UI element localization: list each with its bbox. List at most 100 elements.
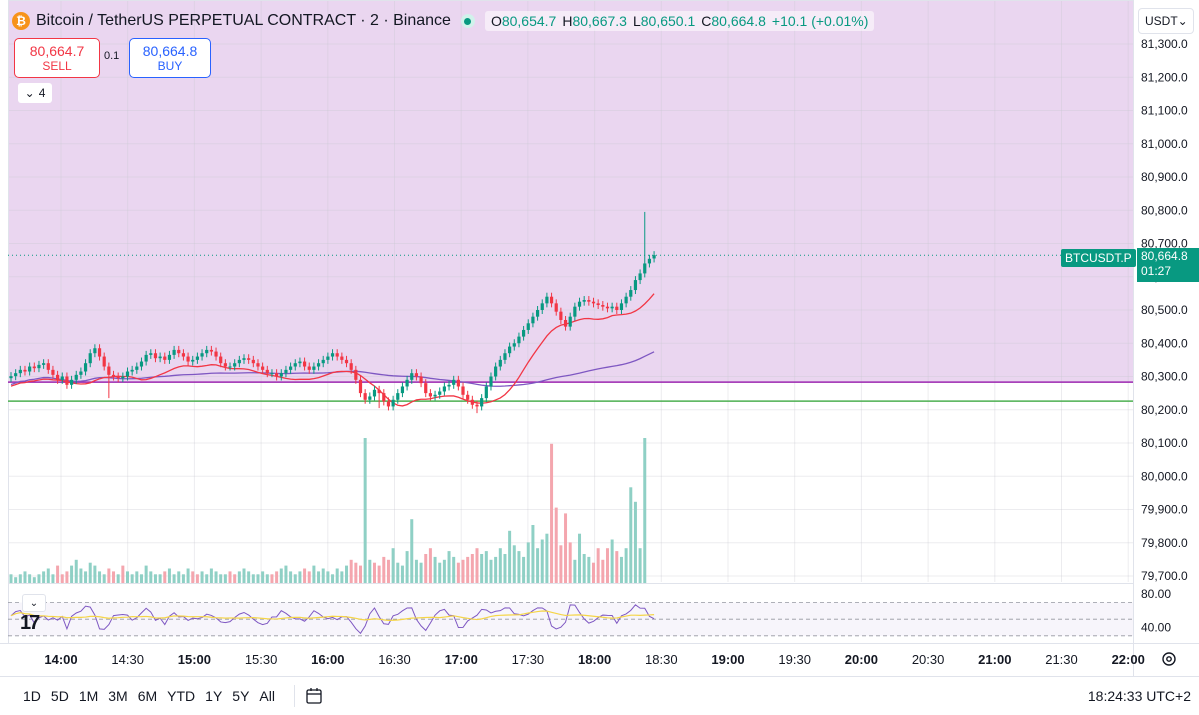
last-price-tag: 80,664.8 01:27 xyxy=(1137,248,1199,282)
symbol-title[interactable]: Bitcoin / TetherUS PERPETUAL CONTRACT · … xyxy=(36,12,451,29)
candle-body xyxy=(568,316,572,327)
volume-bar xyxy=(223,574,227,583)
volume-bar xyxy=(531,525,535,583)
open-label: O xyxy=(490,13,502,29)
volume-bar xyxy=(18,574,22,583)
volume-bar xyxy=(526,542,530,583)
candle-body xyxy=(51,369,55,375)
candle-body xyxy=(237,359,241,364)
candle-body xyxy=(316,363,321,367)
volume-bar xyxy=(596,548,600,583)
close-value: 80,664.8 xyxy=(711,13,766,29)
range-1y[interactable]: 1Y xyxy=(205,687,223,704)
candle-body xyxy=(14,373,18,377)
chevron-down-icon[interactable]: ⌄ xyxy=(22,594,46,612)
volume-bar xyxy=(270,574,274,583)
range-1d[interactable]: 1D xyxy=(23,687,41,704)
order-quantity[interactable]: 0.1 xyxy=(104,50,120,62)
sell-button[interactable]: 80,664.7 SELL xyxy=(14,38,100,78)
candle-body xyxy=(475,404,479,407)
candle-body xyxy=(121,376,125,379)
candle-body xyxy=(591,301,596,304)
symbol-price-label: BTCUSDT.P xyxy=(1061,249,1136,267)
volume-bar xyxy=(307,571,311,583)
candle-body xyxy=(153,353,158,359)
volume-bar xyxy=(228,571,232,583)
range-6m[interactable]: 6M xyxy=(137,687,158,704)
candle-body xyxy=(191,359,195,362)
range-3m[interactable]: 3M xyxy=(108,687,128,704)
candle-body xyxy=(368,396,372,400)
candle-body xyxy=(424,383,428,394)
volume-bar xyxy=(619,556,623,583)
chevron-down-icon: ⌄ xyxy=(24,86,35,100)
candle-body xyxy=(125,371,130,377)
volume-bar xyxy=(275,571,279,583)
range-5y[interactable]: 5Y xyxy=(232,687,250,704)
candle-body xyxy=(372,389,377,397)
volume-bar xyxy=(573,559,577,583)
candle-body xyxy=(638,273,642,281)
volume-bar xyxy=(592,562,595,583)
buy-button[interactable]: 80,664.8 BUY xyxy=(129,38,211,78)
candle-body xyxy=(535,310,540,317)
volume-bar xyxy=(298,571,302,583)
volume-bar xyxy=(498,548,502,583)
rsi-ma-line xyxy=(10,610,655,622)
volume-bar xyxy=(149,571,153,583)
volume-bar xyxy=(163,571,167,583)
volume-bar xyxy=(638,548,642,583)
market-open-icon xyxy=(460,14,475,28)
candle-body xyxy=(615,306,619,310)
candle-body xyxy=(321,359,325,364)
candle-body xyxy=(233,363,237,367)
volume-bar xyxy=(167,568,171,583)
volume-bar xyxy=(135,571,139,583)
candle-body xyxy=(652,255,656,259)
volume-bar xyxy=(643,438,647,583)
candle-body xyxy=(643,263,647,274)
candle-body xyxy=(46,363,50,370)
sell-label: SELL xyxy=(42,59,72,73)
time-tick-label: 16:30 xyxy=(378,652,411,667)
clock-timezone[interactable]: 18:24:33 UTC+2 xyxy=(1087,687,1191,704)
price-tick-label: 80,700.0 xyxy=(1141,237,1188,251)
volume-bar xyxy=(186,568,190,583)
candle-body xyxy=(279,373,283,377)
settings-gear-icon[interactable] xyxy=(1160,650,1178,668)
candle-body xyxy=(414,373,419,377)
volume-bar xyxy=(116,574,120,583)
candle-body xyxy=(289,366,293,370)
range-all[interactable]: All xyxy=(259,687,275,704)
calendar-goto-icon[interactable] xyxy=(303,685,325,707)
volume-bar xyxy=(382,556,386,583)
candle-body xyxy=(69,379,74,385)
range-5d[interactable]: 5D xyxy=(50,687,69,704)
candle-body xyxy=(74,374,78,380)
volume-bar xyxy=(419,562,423,583)
candle-body xyxy=(512,343,516,347)
range-1m[interactable]: 1M xyxy=(78,687,99,704)
volume-bar xyxy=(536,548,540,583)
candle-body xyxy=(508,346,512,354)
volume-bar xyxy=(578,533,582,583)
volume-bar xyxy=(219,574,223,583)
candle-body xyxy=(130,369,134,372)
high-label: H xyxy=(562,13,573,29)
currency-select[interactable]: USDT ⌄ xyxy=(1138,8,1194,34)
bar-countdown: 01:27 xyxy=(1141,264,1172,278)
volume-bar xyxy=(475,548,479,583)
indicators-toggle[interactable]: ⌄ 4 xyxy=(18,83,52,103)
candle-body xyxy=(158,356,162,359)
volume-bar xyxy=(461,559,465,583)
volume-bar xyxy=(414,559,418,583)
candle-body xyxy=(265,369,269,374)
candle-body xyxy=(102,356,106,367)
candle-body xyxy=(577,301,582,307)
volume-bar xyxy=(233,574,237,583)
candle-body xyxy=(433,394,437,397)
candle-body xyxy=(517,336,521,344)
range-ytd[interactable]: YTD xyxy=(167,687,196,704)
volume-bar xyxy=(303,568,307,583)
